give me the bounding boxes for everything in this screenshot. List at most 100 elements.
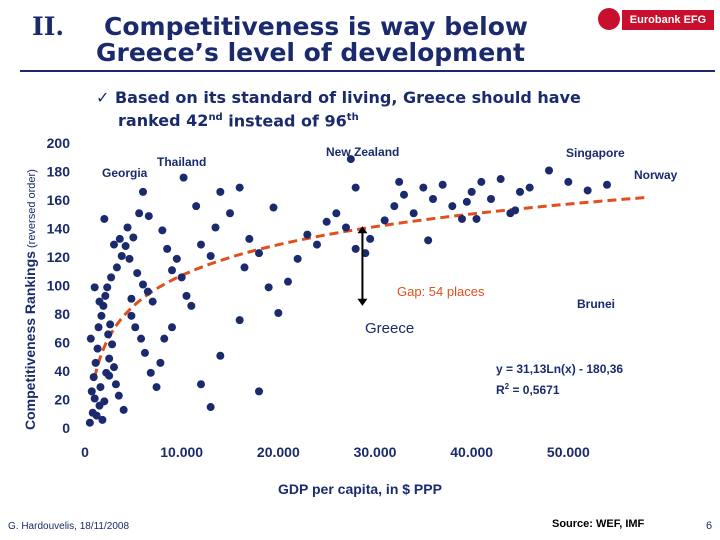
data-point xyxy=(366,234,375,243)
data-point xyxy=(131,323,140,332)
data-point xyxy=(235,316,244,325)
data-point xyxy=(192,202,201,211)
data-point xyxy=(284,277,292,286)
data-point xyxy=(163,244,172,253)
y-tick-label: 200 xyxy=(47,135,71,151)
page-number: 6 xyxy=(706,520,713,532)
data-point xyxy=(240,263,249,272)
data-point xyxy=(477,177,486,186)
data-point xyxy=(332,209,341,218)
georgia-label: Georgia xyxy=(102,166,148,180)
data-point xyxy=(424,236,433,245)
data-point xyxy=(107,273,116,282)
data-point xyxy=(139,187,147,196)
norway-label: Norway xyxy=(634,168,678,182)
page-title-line2: Greece’s level of development xyxy=(96,38,525,67)
data-point xyxy=(119,405,128,414)
y-tick-label: 100 xyxy=(47,278,71,294)
data-point xyxy=(419,183,428,192)
data-point xyxy=(293,254,302,263)
logo-text: Eurobank EFG xyxy=(622,10,714,30)
data-point xyxy=(235,183,244,192)
data-point xyxy=(158,226,167,235)
data-point xyxy=(429,195,437,203)
y-tick-label: 160 xyxy=(47,192,71,208)
data-point xyxy=(313,240,321,249)
data-point xyxy=(177,273,186,282)
data-point xyxy=(438,180,447,189)
data-point xyxy=(496,175,505,184)
data-point xyxy=(472,214,481,223)
data-point xyxy=(144,212,153,221)
data-point xyxy=(100,214,109,223)
y-tick-label: 120 xyxy=(47,249,71,265)
bullet-line1: Based on its standard of living, Greece … xyxy=(114,88,581,107)
data-point xyxy=(139,280,147,289)
trend-r2: R2 = 0,5671 xyxy=(496,382,560,397)
data-point xyxy=(409,209,418,218)
data-point xyxy=(390,202,399,211)
y-tick-labels: 0 20 40 60 80 100 120 140 160 180 200 xyxy=(47,135,71,436)
data-point xyxy=(303,230,312,239)
data-point xyxy=(255,249,263,258)
data-point xyxy=(395,177,404,186)
data-point xyxy=(127,294,136,303)
data-point xyxy=(458,214,466,223)
y-tick-label: 140 xyxy=(47,221,71,237)
data-point xyxy=(137,334,146,343)
data-point xyxy=(487,195,495,203)
new-zealand-label: New Zealand xyxy=(326,145,399,159)
bullet-line2-mid: instead of 96 xyxy=(222,111,347,131)
data-point xyxy=(111,380,120,389)
data-point xyxy=(351,183,360,192)
data-point xyxy=(104,330,113,339)
bullet-sup-th: th xyxy=(346,112,359,123)
data-point xyxy=(91,358,100,367)
data-point xyxy=(168,266,176,275)
data-point xyxy=(245,234,254,243)
data-point xyxy=(197,380,205,389)
r2-letter: R xyxy=(496,383,505,397)
gap-arrow-head-top xyxy=(357,226,368,234)
data-point xyxy=(110,363,118,372)
data-point xyxy=(115,234,124,243)
data-point xyxy=(342,223,350,232)
data-point xyxy=(98,415,107,424)
check-icon: ✓ xyxy=(96,88,110,107)
data-point xyxy=(129,233,138,242)
greece-label: Greece xyxy=(365,320,414,337)
thailand-label: Thailand xyxy=(157,155,206,169)
data-point xyxy=(197,240,205,249)
data-point xyxy=(114,391,123,400)
x-tick-label: 0 xyxy=(81,444,89,460)
data-point xyxy=(123,223,132,232)
data-points xyxy=(85,155,611,427)
data-point xyxy=(269,203,278,212)
data-point xyxy=(106,320,115,329)
brand-logo: Eurobank EFG xyxy=(596,8,716,34)
y-tick-label: 0 xyxy=(62,420,70,436)
data-point xyxy=(89,373,98,382)
data-point xyxy=(94,323,103,332)
y-tick-label: 20 xyxy=(54,392,70,408)
data-point xyxy=(516,187,524,196)
eurobank-logo-icon xyxy=(598,8,620,30)
data-point xyxy=(133,269,142,278)
data-point xyxy=(448,202,457,211)
data-point xyxy=(152,383,161,392)
data-point xyxy=(226,209,234,218)
data-point xyxy=(105,371,114,380)
data-point xyxy=(125,254,134,263)
data-point xyxy=(525,183,534,192)
page-title-line1: Competitiveness is way below xyxy=(104,12,528,41)
data-point xyxy=(216,187,225,196)
data-point xyxy=(187,301,196,310)
brunei-label: Brunei xyxy=(577,297,615,311)
data-point xyxy=(96,383,105,392)
singapore-label: Singapore xyxy=(566,146,625,160)
footer-author: G. Hardouvelis, 18/11/2008 xyxy=(8,521,130,532)
data-point xyxy=(112,263,121,272)
data-point xyxy=(255,387,263,396)
y-tick-label: 40 xyxy=(54,363,70,379)
